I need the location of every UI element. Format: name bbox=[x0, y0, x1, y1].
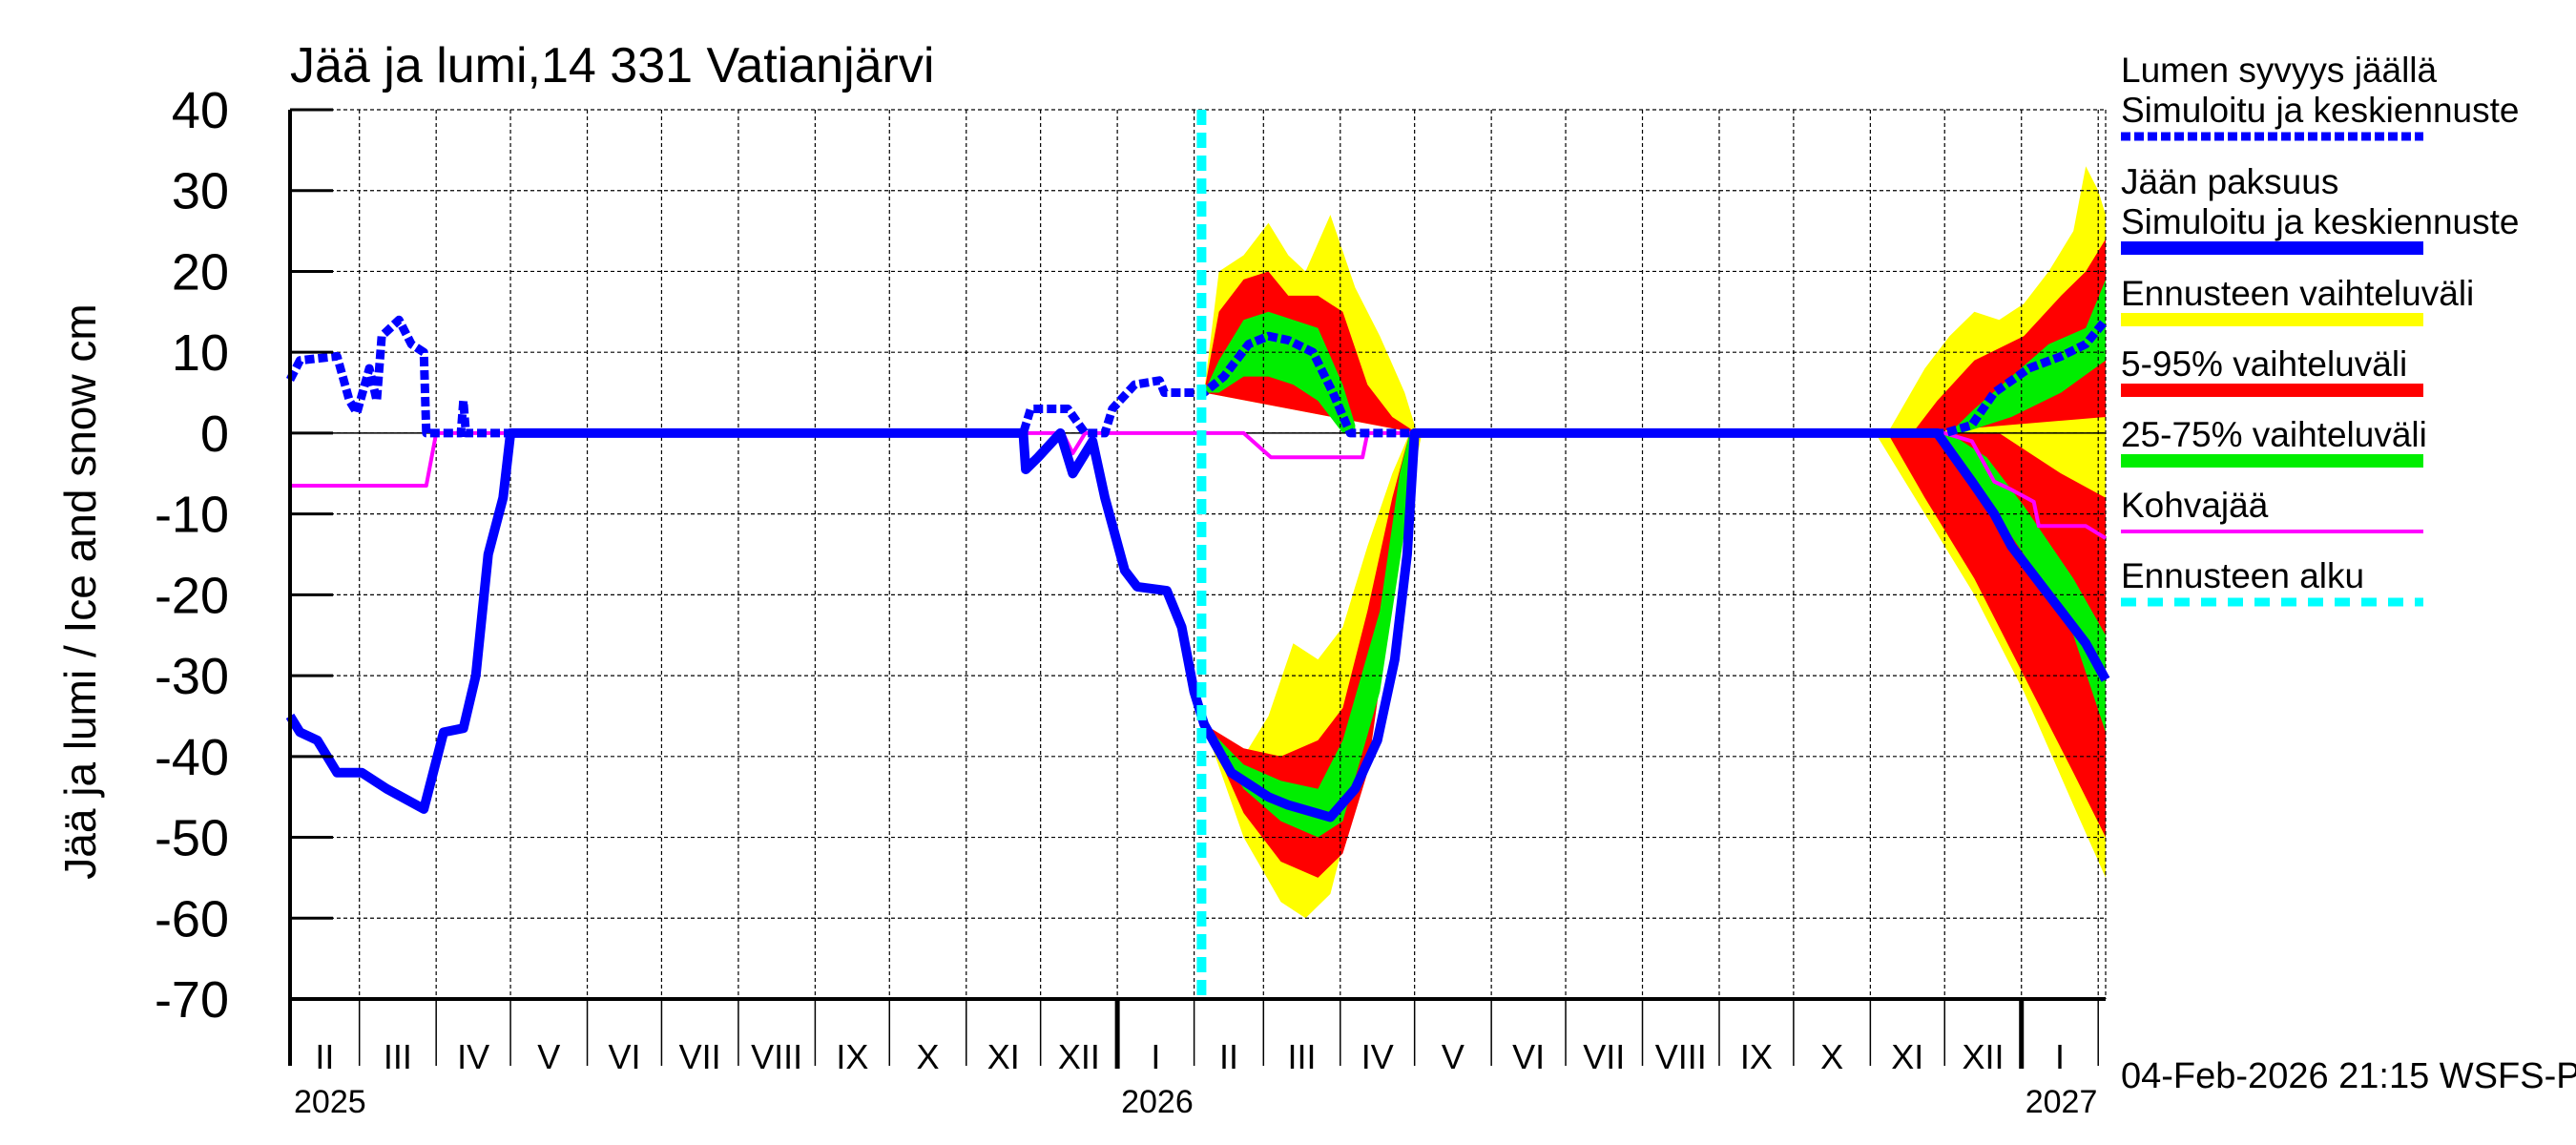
month-label: VI bbox=[1512, 1037, 1545, 1076]
year-label: 2026 bbox=[1121, 1084, 1194, 1120]
y-tick-label: -20 bbox=[155, 567, 229, 624]
month-label: VII bbox=[1583, 1037, 1625, 1076]
legend-label: 5-95% vaihteluväli bbox=[2121, 344, 2407, 384]
legend-label: Lumen syvyys jäällä bbox=[2121, 51, 2438, 90]
y-tick-label: -50 bbox=[155, 810, 229, 867]
y-tick-label: -10 bbox=[155, 487, 229, 544]
month-label: XII bbox=[1962, 1037, 2004, 1076]
month-label: V bbox=[1442, 1037, 1465, 1076]
month-label: XII bbox=[1058, 1037, 1100, 1076]
legend-label: Simuloitu ja keskiennuste bbox=[2121, 91, 2520, 130]
month-label: IV bbox=[1361, 1037, 1394, 1076]
month-label: I bbox=[1151, 1037, 1160, 1076]
series-ice bbox=[285, 427, 2110, 822]
month-label: X bbox=[1820, 1037, 1843, 1076]
forecast-bands bbox=[1204, 166, 2106, 919]
month-label: V bbox=[537, 1037, 560, 1076]
y-tick-label: 30 bbox=[172, 163, 229, 220]
month-label: II bbox=[1219, 1037, 1238, 1076]
legend-label: Kohvajää bbox=[2121, 486, 2269, 525]
y-tick-label: 40 bbox=[172, 82, 229, 139]
band-p25_75 bbox=[1204, 311, 1356, 433]
band-p5_95 bbox=[1887, 432, 2106, 838]
month-label: VII bbox=[679, 1037, 721, 1076]
band-p25_75 bbox=[1204, 432, 1418, 838]
legend-label: Jään paksuus bbox=[2121, 162, 2338, 201]
month-label: XI bbox=[987, 1037, 1020, 1076]
month-label: IV bbox=[457, 1037, 489, 1076]
y-tick-label: 20 bbox=[172, 243, 229, 301]
month-label: IX bbox=[836, 1037, 868, 1076]
month-label: VIII bbox=[751, 1037, 802, 1076]
month-label: VIII bbox=[1655, 1037, 1707, 1076]
month-label: I bbox=[2055, 1037, 2065, 1076]
band-p25_75 bbox=[1937, 432, 2106, 733]
month-label: XI bbox=[1891, 1037, 1923, 1076]
month-label: III bbox=[1288, 1037, 1317, 1076]
y-tick-label: -40 bbox=[155, 729, 229, 786]
month-label: IX bbox=[1740, 1037, 1773, 1076]
legend-label: 25-75% vaihteluväli bbox=[2121, 415, 2427, 454]
month-label: VI bbox=[608, 1037, 640, 1076]
y-tick-label: 10 bbox=[172, 324, 229, 382]
y-tick-label: 0 bbox=[200, 406, 229, 463]
year-label: 2027 bbox=[2025, 1084, 2098, 1120]
y-axis-label: Jää ja lumi / Ice and snow cm bbox=[55, 303, 105, 879]
legend-label: Ennusteen vaihteluväli bbox=[2121, 274, 2474, 313]
y-tick-label: -60 bbox=[155, 890, 229, 947]
series-lines bbox=[285, 110, 2110, 999]
year-label: 2025 bbox=[294, 1084, 366, 1120]
band-p25_75 bbox=[1949, 279, 2106, 433]
grid bbox=[290, 109, 2107, 999]
y-tick-label: -30 bbox=[155, 648, 229, 705]
chart-title: Jää ja lumi,14 331 Vatianjärvi bbox=[290, 38, 934, 94]
footer-timestamp: 04-Feb-2026 21:15 WSFS-P bbox=[2121, 1056, 2576, 1096]
legend-label: Ennusteen alku bbox=[2121, 556, 2364, 595]
month-label: III bbox=[384, 1037, 412, 1076]
month-label: II bbox=[315, 1037, 334, 1076]
legend-label: Simuloitu ja keskiennuste bbox=[2121, 202, 2520, 241]
axes: II III IV V VI VII VIII IX X XI XII I II III IV V VI VII V… bbox=[155, 82, 2106, 1120]
month-label: X bbox=[917, 1037, 940, 1076]
series-snow bbox=[285, 315, 2109, 438]
y-tick-label: -70 bbox=[155, 971, 229, 1029]
